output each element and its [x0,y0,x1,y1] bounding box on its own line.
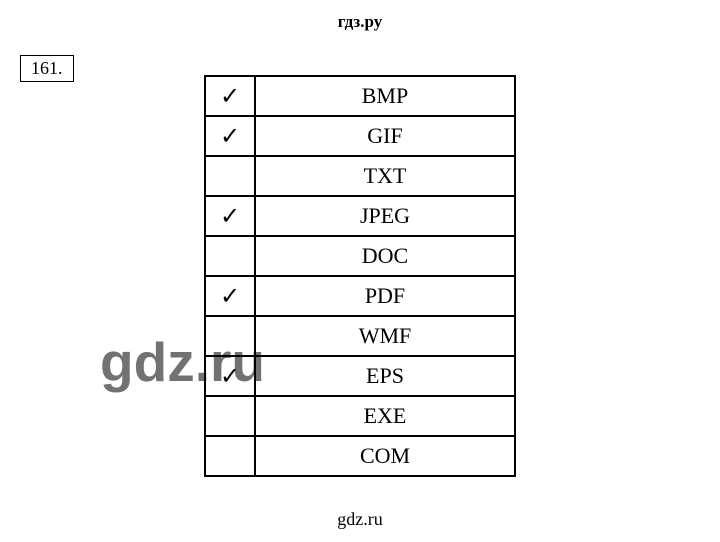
checkmark-icon: ✓ [220,364,240,390]
table-row: WMF [205,316,515,356]
table-row: EXE [205,396,515,436]
checkmark-icon: ✓ [220,124,240,150]
table-row: ✓ GIF [205,116,515,156]
table-row: ✓ BMP [205,76,515,116]
format-label: EPS [255,356,515,396]
checkmark-icon: ✓ [220,204,240,230]
check-cell: ✓ [205,76,255,116]
format-label: WMF [255,316,515,356]
check-cell: ✓ [205,356,255,396]
check-cell [205,316,255,356]
check-cell [205,396,255,436]
checkmark-icon: ✓ [220,284,240,310]
table-row: TXT [205,156,515,196]
format-label: JPEG [255,196,515,236]
page-footer: gdz.ru [0,509,720,530]
format-table: ✓ BMP ✓ GIF TXT ✓ JPEG DOC ✓ PDF WMF ✓ [204,75,516,477]
check-cell [205,156,255,196]
check-cell [205,236,255,276]
check-cell: ✓ [205,196,255,236]
checkmark-icon: ✓ [220,84,240,110]
format-label: GIF [255,116,515,156]
check-cell [205,436,255,476]
table-row: ✓ EPS [205,356,515,396]
check-cell: ✓ [205,276,255,316]
format-label: DOC [255,236,515,276]
format-label: PDF [255,276,515,316]
format-label: EXE [255,396,515,436]
table-row: ✓ PDF [205,276,515,316]
check-cell: ✓ [205,116,255,156]
format-label: TXT [255,156,515,196]
format-label: BMP [255,76,515,116]
table-row: ✓ JPEG [205,196,515,236]
format-label: COM [255,436,515,476]
page-header: гдз.ру [0,12,720,32]
exercise-number: 161. [20,55,74,82]
table-row: COM [205,436,515,476]
table-row: DOC [205,236,515,276]
